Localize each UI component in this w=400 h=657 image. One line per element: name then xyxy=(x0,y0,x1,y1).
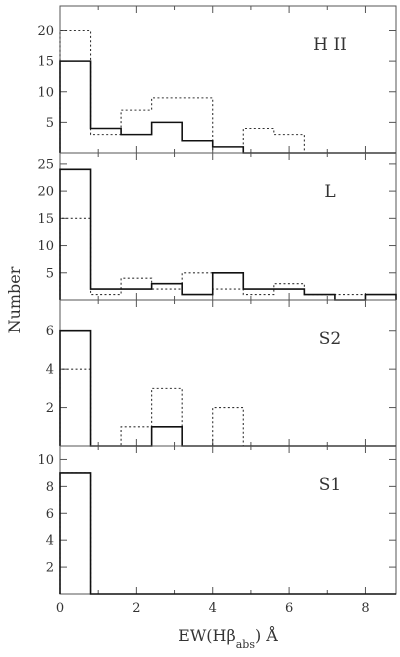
panel-2-label: L xyxy=(324,182,335,202)
x-axis-label: EW(Hβabs) Å xyxy=(178,625,278,651)
panel-2-ytick-label: 5 xyxy=(46,266,54,281)
panel-1-ytick-label: 5 xyxy=(46,116,54,131)
x-tick-label: 4 xyxy=(209,601,217,616)
panel-4-label: S1 xyxy=(319,475,341,495)
panel-4-ytick-label: 4 xyxy=(46,534,54,549)
panel-4-dotted-histogram xyxy=(59,472,396,595)
panel-3-frame xyxy=(59,299,397,447)
panel-1-ytick-label: 15 xyxy=(37,55,54,70)
panel-2-ytick-label: 25 xyxy=(37,157,54,172)
panel-2-ytick-label: 20 xyxy=(37,185,54,200)
panel-1-dotted-histogram xyxy=(59,29,396,154)
panel-1-frame xyxy=(59,5,397,154)
panel-4-solid-histogram xyxy=(59,472,396,595)
x-tick-label: 2 xyxy=(132,601,140,616)
panel-4-frame xyxy=(59,445,397,595)
x-tick-label: 6 xyxy=(285,601,293,616)
panel-3-solid-histogram xyxy=(59,329,396,447)
panel-3-ytick-label: 4 xyxy=(46,363,54,378)
x-tick-label: 8 xyxy=(361,601,369,616)
panel-3-ytick-label: 6 xyxy=(46,324,54,339)
panel-2-frame xyxy=(59,152,397,301)
panel-2-ytick-label: 10 xyxy=(37,239,54,254)
panel-3-label: S2 xyxy=(319,329,341,349)
panel-4-ytick-label: 6 xyxy=(46,507,54,522)
panel-1-solid-histogram xyxy=(59,60,396,154)
panel-1-ytick-label: 20 xyxy=(37,24,54,39)
y-axis-label: Number xyxy=(5,266,24,333)
panel-1-ytick-label: 10 xyxy=(37,85,54,100)
panel-4-ytick-label: 2 xyxy=(46,561,54,576)
panel-3-dotted-histogram xyxy=(59,368,396,447)
panel-2-ytick-label: 15 xyxy=(37,212,54,227)
panel-4-ytick-label: 8 xyxy=(46,480,54,495)
x-tick-label: 0 xyxy=(56,601,64,616)
panel-2-solid-histogram xyxy=(59,168,397,301)
panel-2-dotted-histogram xyxy=(59,217,396,301)
panel-4-ytick-label: 10 xyxy=(37,453,54,468)
panel-3-ytick-label: 2 xyxy=(46,401,54,416)
panel-1-label: H II xyxy=(313,35,347,55)
